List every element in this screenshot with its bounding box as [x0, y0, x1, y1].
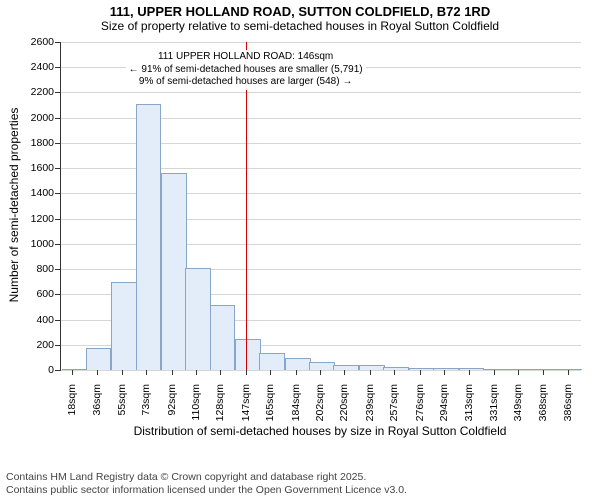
chart-container: 111, UPPER HOLLAND ROAD, SUTTON COLDFIEL…: [0, 0, 600, 500]
xtick-mark: [270, 370, 271, 375]
bar: [409, 368, 435, 370]
bar: [383, 367, 409, 370]
xtick-mark: [97, 370, 98, 375]
plot-area: 111 UPPER HOLLAND ROAD: 146sqm ← 91% of …: [60, 42, 581, 371]
xtick-mark: [494, 370, 495, 375]
gridline: [61, 42, 581, 43]
ytick-mark: [55, 269, 60, 270]
xtick-mark: [543, 370, 544, 375]
bar: [161, 173, 187, 370]
bar: [285, 358, 311, 370]
gridline: [61, 92, 581, 93]
bar: [359, 365, 385, 370]
bar: [210, 305, 236, 370]
bar: [235, 339, 261, 370]
xtick-mark: [246, 370, 247, 375]
xtick-mark: [370, 370, 371, 375]
bar: [433, 368, 459, 370]
footer-line1: Contains HM Land Registry data © Crown c…: [6, 471, 600, 485]
xtick-mark: [420, 370, 421, 375]
xtick-mark: [469, 370, 470, 375]
ytick-mark: [55, 193, 60, 194]
bar: [62, 369, 88, 370]
bar: [111, 282, 137, 370]
marker-line: [246, 42, 247, 370]
xtick-mark: [146, 370, 147, 375]
xtick-mark: [444, 370, 445, 375]
bar: [333, 365, 359, 370]
bar: [259, 353, 285, 370]
xtick-mark: [320, 370, 321, 375]
ytick-mark: [55, 168, 60, 169]
ytick-mark: [55, 118, 60, 119]
bar: [136, 104, 162, 370]
bar: [459, 368, 485, 370]
bar: [533, 369, 559, 370]
chart-title: 111, UPPER HOLLAND ROAD, SUTTON COLDFIEL…: [0, 0, 600, 19]
bar: [507, 369, 533, 370]
ytick-mark: [55, 320, 60, 321]
bar: [185, 268, 211, 370]
ytick-mark: [55, 219, 60, 220]
xtick-mark: [344, 370, 345, 375]
ytick-mark: [55, 244, 60, 245]
footer-line2: Contains public sector information licen…: [6, 484, 600, 498]
x-axis-label: Distribution of semi-detached houses by …: [60, 424, 580, 438]
xtick-mark: [518, 370, 519, 375]
xtick-mark: [568, 370, 569, 375]
annotation-line1: 111 UPPER HOLLAND ROAD: 146sqm: [129, 51, 363, 64]
xtick-mark: [296, 370, 297, 375]
ytick-mark: [55, 143, 60, 144]
annotation-line2: ← 91% of semi-detached houses are smalle…: [129, 64, 363, 77]
ytick-mark: [55, 370, 60, 371]
footer: Contains HM Land Registry data © Crown c…: [0, 471, 600, 498]
y-axis-label: Number of semi-detached properties: [7, 41, 21, 369]
ytick-mark: [55, 42, 60, 43]
annotation-box: 111 UPPER HOLLAND ROAD: 146sqm ← 91% of …: [126, 50, 366, 90]
bar: [86, 348, 112, 370]
xtick-mark: [172, 370, 173, 375]
ytick-mark: [55, 92, 60, 93]
xtick-mark: [122, 370, 123, 375]
annotation-line3: 9% of semi-detached houses are larger (5…: [129, 76, 363, 89]
xtick-mark: [72, 370, 73, 375]
ytick-mark: [55, 67, 60, 68]
gridline: [61, 370, 581, 371]
chart-subtitle: Size of property relative to semi-detach…: [0, 19, 600, 33]
xtick-mark: [196, 370, 197, 375]
xtick-mark: [394, 370, 395, 375]
xtick-mark: [220, 370, 221, 375]
bar: [483, 369, 509, 370]
ytick-mark: [55, 345, 60, 346]
bar: [557, 369, 583, 370]
bar: [309, 362, 335, 370]
ytick-mark: [55, 294, 60, 295]
